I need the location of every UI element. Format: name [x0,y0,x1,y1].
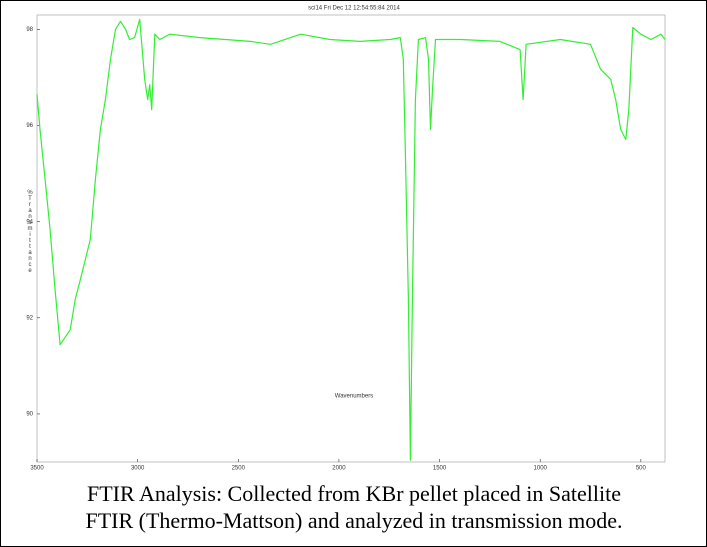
x-axis-label: Wavenumbers [335,394,373,400]
y-tick-label: 92 [26,315,33,321]
x-tick-label: 1000 [534,466,548,472]
y-tick-label: 98 [26,27,33,33]
caption: FTIR Analysis: Collected from KBr pellet… [87,481,621,506]
x-tick-label: 1500 [433,466,447,472]
plot-frame [36,14,666,463]
y-axis-label: %Transmittance [27,190,33,274]
y-tick-label: 96 [26,123,33,129]
x-tick-label: 2000 [332,466,346,472]
chart-title: sci14 Fri Dec 12 12:54:55:84 2014 [308,6,400,12]
spectrum-line [36,18,666,461]
x-tick-label: 2500 [232,466,246,472]
caption: FTIR (Thermo-Mattson) and analyzed in tr… [85,508,622,533]
y-tick-label: 94 [26,219,33,225]
x-tick-label: 3500 [30,466,44,472]
x-tick-label: 3000 [131,466,145,472]
y-tick-label: 90 [26,412,33,418]
x-tick-label: 500 [636,466,647,472]
